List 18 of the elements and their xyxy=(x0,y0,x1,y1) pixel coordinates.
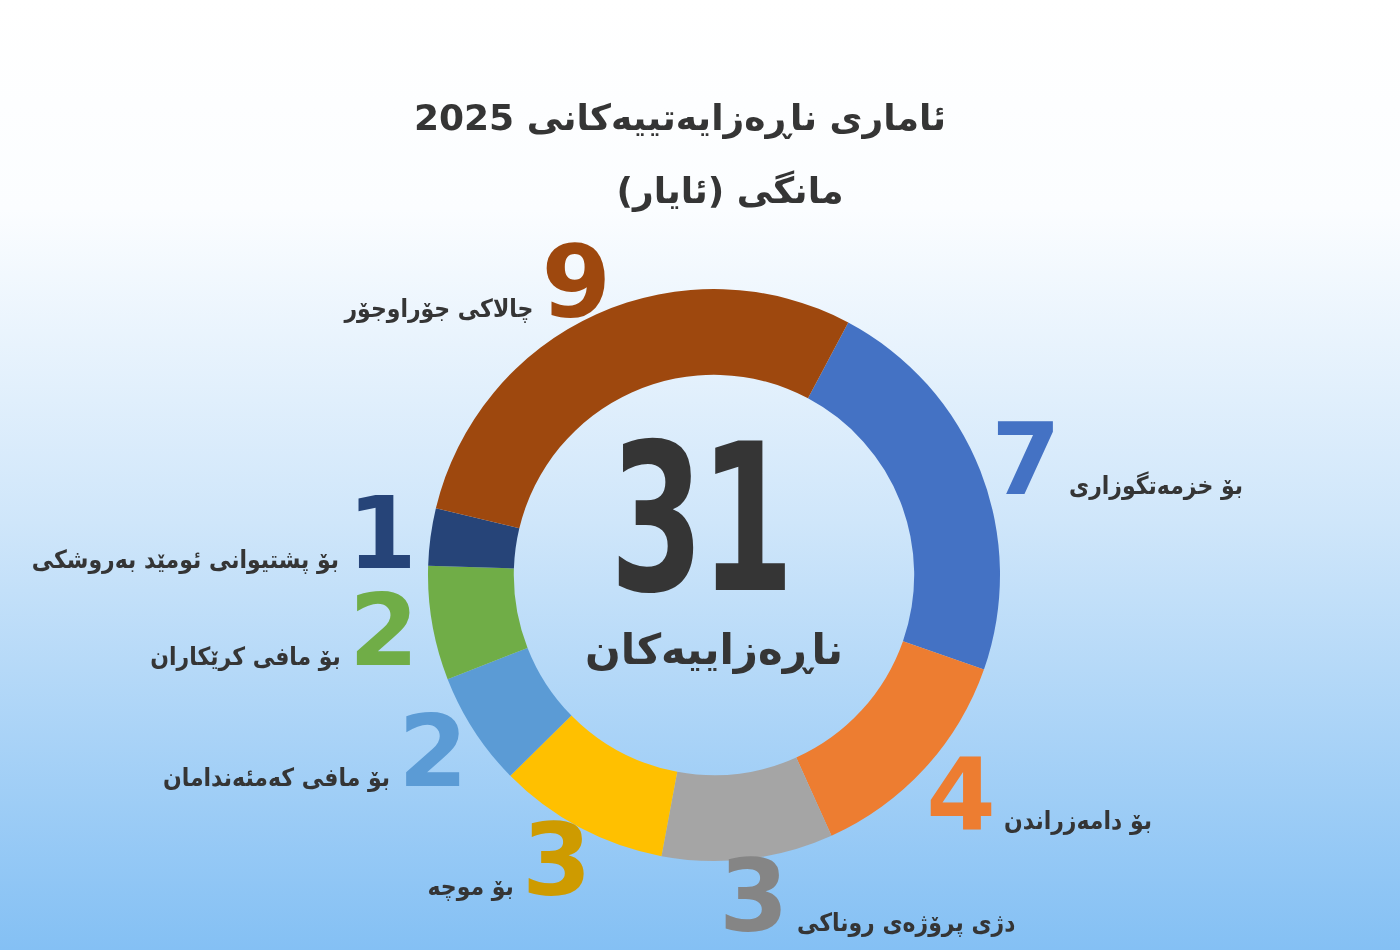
slice-label: دژی پرۆژەی روناکی xyxy=(796,907,1016,938)
slice-label: بۆ مافی کەمئەندامان xyxy=(162,762,390,793)
slice-label: چالاکی جۆراوجۆر xyxy=(343,294,534,324)
slice-label: بۆ خزمەتگوزاری xyxy=(1069,470,1243,501)
data-label: 3 xyxy=(719,837,789,950)
data-label: 7 xyxy=(991,400,1061,518)
chart-subtitle: مانگی (ئایار) xyxy=(616,170,844,212)
slice-label: بۆ مافی کرێکاران xyxy=(150,642,341,672)
donut-slice xyxy=(428,508,520,569)
slice-label: بۆ پشتیوانی ئومێد بەروشکی xyxy=(31,544,339,575)
data-label: 2 xyxy=(398,693,468,811)
chart-title: ئاماری ناڕەزایەتییەکانی 2025 xyxy=(413,97,947,139)
data-label: 4 xyxy=(926,735,996,853)
slice-label: بۆ دامەزراندن xyxy=(1003,805,1152,835)
data-label: 3 xyxy=(521,802,592,920)
donut-slice xyxy=(428,565,528,680)
data-label: 9 xyxy=(541,224,612,342)
slice-label: بۆ موچە xyxy=(427,871,514,902)
